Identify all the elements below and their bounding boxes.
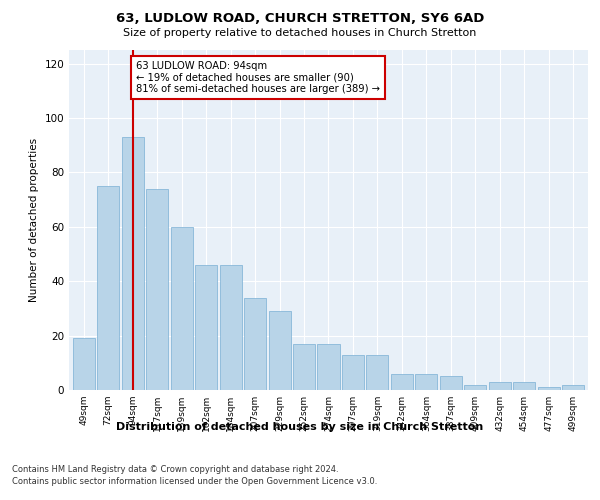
Bar bbox=[97, 186, 119, 390]
Text: 63 LUDLOW ROAD: 94sqm
← 19% of detached houses are smaller (90)
81% of semi-deta: 63 LUDLOW ROAD: 94sqm ← 19% of detached … bbox=[136, 61, 380, 94]
Bar bbox=[464, 384, 487, 390]
Bar bbox=[391, 374, 413, 390]
Bar bbox=[514, 382, 535, 390]
Bar bbox=[170, 227, 193, 390]
Text: Size of property relative to detached houses in Church Stretton: Size of property relative to detached ho… bbox=[124, 28, 476, 38]
Bar bbox=[244, 298, 266, 390]
Y-axis label: Number of detached properties: Number of detached properties bbox=[29, 138, 39, 302]
Bar bbox=[293, 344, 315, 390]
Bar bbox=[562, 384, 584, 390]
Text: Contains HM Land Registry data © Crown copyright and database right 2024.: Contains HM Land Registry data © Crown c… bbox=[12, 465, 338, 474]
Bar bbox=[342, 354, 364, 390]
Bar bbox=[415, 374, 437, 390]
Bar bbox=[195, 265, 217, 390]
Bar bbox=[220, 265, 242, 390]
Bar bbox=[73, 338, 95, 390]
Text: Contains public sector information licensed under the Open Government Licence v3: Contains public sector information licen… bbox=[12, 478, 377, 486]
Text: 63, LUDLOW ROAD, CHURCH STRETTON, SY6 6AD: 63, LUDLOW ROAD, CHURCH STRETTON, SY6 6A… bbox=[116, 12, 484, 26]
Text: Distribution of detached houses by size in Church Stretton: Distribution of detached houses by size … bbox=[116, 422, 484, 432]
Bar bbox=[146, 188, 168, 390]
Bar bbox=[538, 388, 560, 390]
Bar bbox=[122, 137, 143, 390]
Bar bbox=[269, 311, 290, 390]
Bar bbox=[367, 354, 388, 390]
Bar bbox=[489, 382, 511, 390]
Bar bbox=[440, 376, 462, 390]
Bar bbox=[317, 344, 340, 390]
